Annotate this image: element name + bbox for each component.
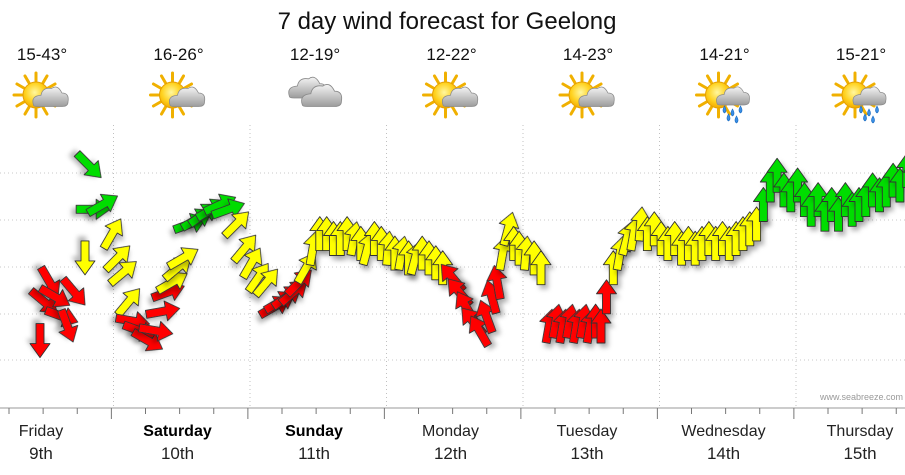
day-date-label: 9th (29, 444, 53, 463)
chart-title: 7 day wind forecast for Geelong (278, 8, 617, 35)
wind-arrow (896, 155, 905, 188)
wind-arrow (57, 308, 79, 343)
wind-arrow (145, 300, 181, 322)
temperature-range-label: 14-21° (699, 45, 749, 64)
sun-icon (12, 71, 60, 119)
wind-arrow (166, 247, 199, 271)
sun-showers-icon (695, 71, 750, 124)
temperature-range-label: 15-21° (836, 45, 886, 64)
wind-arrow (73, 150, 102, 179)
temperature-range-label: 12-19° (290, 45, 340, 64)
temperature-range-label: 12-22° (426, 45, 476, 64)
daily-weather-row: 15-43° 16-26° 12-19° 12-22° 14-23° 14-21° 15-2… (12, 45, 887, 124)
wind-arrow (74, 240, 96, 276)
wind-arrow (530, 250, 552, 286)
day-date-label: 15th (843, 444, 876, 463)
partly-sunny-icon (149, 71, 206, 119)
wind-arrow (29, 323, 51, 359)
wind-arrow (85, 193, 118, 217)
cloud-icon (301, 84, 343, 107)
day-name-label: Thursday (827, 423, 894, 440)
rain-drops-icon (859, 105, 879, 124)
day-date-label: 12th (434, 444, 467, 463)
wind-arrow (486, 265, 508, 301)
wind-arrow (114, 288, 141, 318)
wind-arrows (28, 150, 905, 359)
partly-sunny-icon (422, 71, 479, 119)
wind-arrow (239, 247, 263, 280)
day-name-label: Wednesday (681, 423, 765, 440)
wind-arrow (221, 211, 250, 240)
wind-arrow (766, 157, 788, 193)
partly-sunny-icon (558, 71, 615, 119)
cloudy-icon (288, 76, 343, 107)
temperature-range-label: 15-43° (17, 45, 67, 64)
cloud-icon (441, 86, 479, 107)
wind-arrow (889, 167, 905, 203)
cloud-icon (852, 86, 887, 106)
day-date-label: 13th (570, 444, 603, 463)
wind-arrow (138, 321, 174, 342)
wind-arrow (787, 167, 809, 203)
day-name-label: Monday (422, 423, 479, 440)
day-date-label: 10th (161, 444, 194, 463)
wind-arrow (498, 211, 520, 247)
cloud-icon (168, 86, 206, 107)
day-name-label: Saturday (143, 423, 212, 440)
x-axis: Friday 9th Saturday 10th Sunday 11th Monday 12t… (0, 407, 905, 463)
wind-arrow (37, 284, 71, 308)
temperature-range-label: 16-26° (153, 45, 203, 64)
cloud-icon (716, 86, 750, 106)
wind-arrow (59, 275, 86, 306)
cloud-icon (578, 86, 615, 107)
wind-arrow (252, 268, 278, 299)
sun-showers-icon (831, 71, 887, 124)
credit-label: www.seabreeze.com (819, 392, 903, 402)
day-name-label: Sunday (285, 423, 343, 440)
temperature-range-label: 14-23° (563, 45, 613, 64)
wind-arrow (590, 308, 612, 344)
wind-arrow (596, 279, 617, 315)
day-name-label: Friday (19, 423, 63, 440)
cloud-icon (32, 86, 69, 107)
rain-drops-icon (722, 105, 743, 124)
wind-arrow (99, 218, 123, 251)
wind-arrow (107, 261, 137, 287)
partly-sunny-icon (12, 71, 69, 119)
day-name-label: Tuesday (557, 423, 618, 440)
day-date-label: 11th (298, 444, 330, 463)
gridlines (0, 125, 905, 408)
day-date-label: 14th (707, 444, 740, 463)
